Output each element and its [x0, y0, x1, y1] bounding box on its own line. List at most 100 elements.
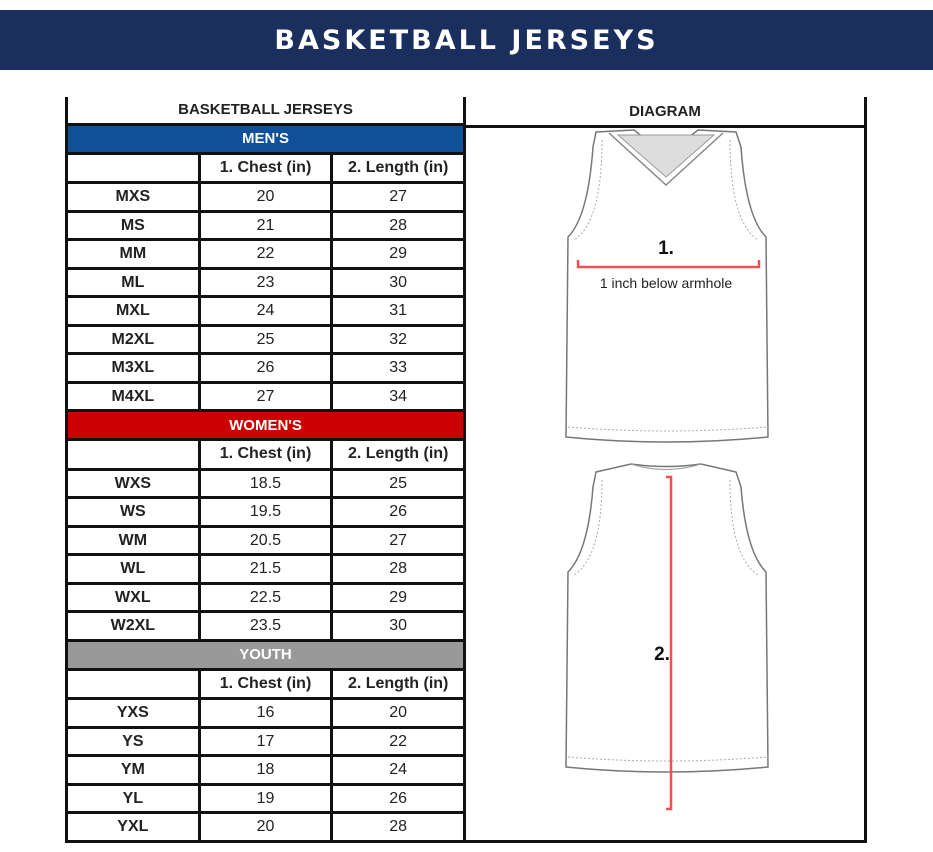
size-cell: YXS [65, 697, 201, 729]
size-chart: BASKETBALL JERSEYS MEN'S 1. Chest (in) 2. L… [65, 97, 867, 843]
length-cell: 31 [330, 295, 466, 327]
chest-cell: 21 [197, 209, 334, 242]
table-row: MXL 24 31 [65, 295, 466, 327]
table-row: MM 22 29 [65, 238, 466, 270]
size-cell: WL [65, 553, 201, 585]
blank-header-cell [65, 438, 201, 471]
table-row: M3XL 26 33 [65, 352, 466, 384]
size-cell: YXL [65, 811, 201, 843]
chest-cell: 23 [197, 266, 334, 299]
column-header-length: 2. Length (in) [330, 438, 466, 471]
chest-cell: 18 [197, 754, 334, 786]
length-cell: 27 [330, 524, 466, 557]
length-cell: 30 [330, 266, 466, 299]
chest-cell: 20 [197, 181, 334, 213]
table-row: MXS 20 27 [65, 181, 466, 213]
column-header-chest: 1. Chest (in) [197, 667, 334, 701]
section-header: MEN'S [65, 122, 466, 155]
size-cell: YL [65, 782, 201, 815]
length-cell: 28 [330, 553, 466, 585]
size-cell: YS [65, 725, 201, 758]
length-cell: 34 [330, 380, 466, 413]
jersey-back-icon: 2. [565, 463, 769, 811]
chest-note: 1 inch below armhole [600, 275, 733, 291]
size-cell: W2XL [65, 610, 201, 642]
chest-marker: 1. [658, 238, 674, 259]
length-cell: 33 [330, 352, 466, 384]
chest-cell: 19.5 [197, 496, 334, 528]
chest-cell: 22.5 [197, 581, 334, 614]
table-title: BASKETBALL JERSEYS [65, 97, 466, 126]
chest-cell: 24 [197, 295, 334, 327]
blank-header-cell [65, 667, 201, 701]
length-cell: 22 [330, 725, 466, 758]
table-row: M4XL 27 34 [65, 380, 466, 413]
banner-title: BASKETBALL JERSEYS [0, 10, 933, 70]
table-row: YM 18 24 [65, 754, 466, 786]
size-cell: ML [65, 266, 201, 299]
size-cell: M2XL [65, 323, 201, 356]
diagram-panel: DIAGRAM 1. 1 inch below armhole 2. [466, 97, 867, 843]
column-header-length: 2. Length (in) [330, 667, 466, 701]
chest-cell: 26 [197, 352, 334, 384]
table-row: WXL 22.5 29 [65, 581, 466, 614]
length-cell: 30 [330, 610, 466, 642]
size-cell: MS [65, 209, 201, 242]
table-row: MS 21 28 [65, 209, 466, 242]
size-cell: M4XL [65, 380, 201, 413]
jersey-diagram: 1. 1 inch below armhole 2. [565, 129, 769, 811]
table-row: W2XL 23.5 30 [65, 610, 466, 642]
jersey-front-icon: 1. 1 inch below armhole [565, 129, 769, 443]
table-row: YXS 16 20 [65, 697, 466, 729]
length-cell: 25 [330, 467, 466, 500]
table-row: YL 19 26 [65, 782, 466, 815]
length-cell: 29 [330, 238, 466, 270]
chest-cell: 17 [197, 725, 334, 758]
table-row: YS 17 22 [65, 725, 466, 758]
length-cell: 24 [330, 754, 466, 786]
length-cell: 28 [330, 209, 466, 242]
chest-cell: 20.5 [197, 524, 334, 557]
length-cell: 32 [330, 323, 466, 356]
size-cell: WM [65, 524, 201, 557]
size-cell: M3XL [65, 352, 201, 384]
length-cell: 27 [330, 181, 466, 213]
size-cell: MM [65, 238, 201, 270]
chest-cell: 16 [197, 697, 334, 729]
table-row: ML 23 30 [65, 266, 466, 299]
table-row: M2XL 25 32 [65, 323, 466, 356]
section-header: YOUTH [65, 638, 466, 671]
length-marker: 2. [654, 644, 670, 665]
table-row: YXL 20 28 [65, 811, 466, 843]
chest-cell: 27 [197, 380, 334, 413]
length-cell: 26 [330, 782, 466, 815]
table-row: WL 21.5 28 [65, 553, 466, 585]
diagram-title: DIAGRAM [466, 97, 864, 128]
size-cell: WXL [65, 581, 201, 614]
size-cell: MXL [65, 295, 201, 327]
chest-cell: 23.5 [197, 610, 334, 642]
chest-cell: 25 [197, 323, 334, 356]
table-row: WS 19.5 26 [65, 496, 466, 528]
size-cell: MXS [65, 181, 201, 213]
length-cell: 28 [330, 811, 466, 843]
chest-cell: 21.5 [197, 553, 334, 585]
column-header-chest: 1. Chest (in) [197, 438, 334, 471]
chest-cell: 19 [197, 782, 334, 815]
chest-cell: 22 [197, 238, 334, 270]
chest-cell: 18.5 [197, 467, 334, 500]
blank-header-cell [65, 151, 201, 185]
size-cell: WXS [65, 467, 201, 500]
section-header: WOMEN'S [65, 409, 466, 442]
length-cell: 26 [330, 496, 466, 528]
size-table: BASKETBALL JERSEYS MEN'S 1. Chest (in) 2. L… [65, 97, 466, 843]
chest-cell: 20 [197, 811, 334, 843]
table-row: WM 20.5 27 [65, 524, 466, 557]
table-row: WXS 18.5 25 [65, 467, 466, 500]
column-header-chest: 1. Chest (in) [197, 151, 334, 185]
column-header-length: 2. Length (in) [330, 151, 466, 185]
length-cell: 20 [330, 697, 466, 729]
size-cell: WS [65, 496, 201, 528]
size-cell: YM [65, 754, 201, 786]
length-cell: 29 [330, 581, 466, 614]
